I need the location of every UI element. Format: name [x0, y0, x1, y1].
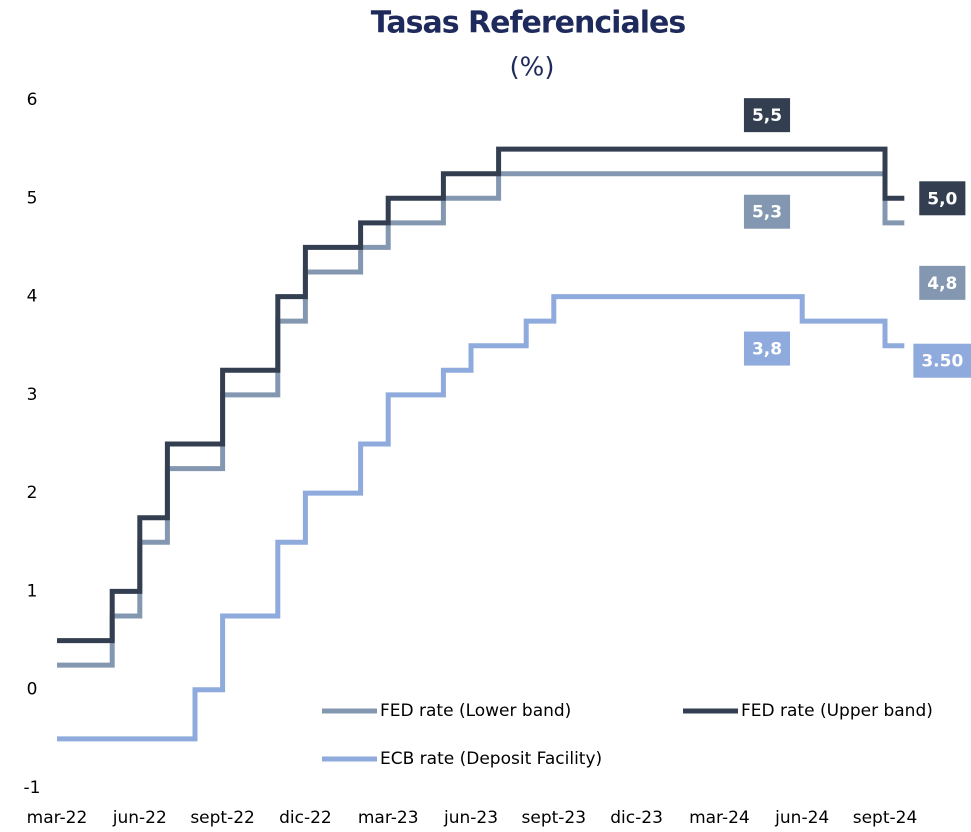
series-line [57, 171, 905, 668]
x-tick-label: jun-23 [443, 808, 498, 828]
data-label: 3.50 [913, 343, 971, 378]
x-tick-label: dic-22 [279, 808, 332, 828]
data-label-text: 3,8 [752, 340, 782, 360]
chart-subtitle: (%) [510, 53, 555, 83]
x-tick-label: jun-22 [112, 808, 167, 828]
x-tick-label: sept-23 [522, 808, 587, 828]
y-tick-label: 6 [27, 90, 38, 110]
chart-title: Tasas Referenciales [371, 6, 686, 41]
data-label-box [743, 331, 791, 366]
data-label: 5,3 [743, 194, 791, 229]
x-tick-label: mar-23 [358, 808, 419, 828]
x-tick-label: sept-22 [190, 808, 255, 828]
data-label: 5,5 [743, 98, 791, 133]
legend-label: FED rate (Lower band) [380, 701, 571, 721]
data-label-box [919, 181, 966, 216]
y-tick-label: -1 [24, 778, 41, 798]
data-label: 4,8 [919, 265, 966, 300]
x-tick-label: dic-23 [610, 808, 663, 828]
data-label-box [743, 98, 791, 133]
y-tick-label: 3 [27, 385, 38, 405]
series-line [57, 146, 905, 644]
y-tick-label: 1 [27, 581, 38, 601]
legend-label: FED rate (Upper band) [741, 701, 933, 721]
data-label-text: 4,8 [927, 274, 957, 294]
data-label-text: 5,5 [752, 106, 782, 126]
y-tick-label: 4 [27, 287, 38, 307]
series-line [57, 294, 905, 742]
data-label-box [919, 265, 966, 300]
legend-label: ECB rate (Deposit Facility) [380, 749, 602, 769]
x-tick-label: jun-24 [774, 808, 829, 828]
data-label-text: 5,3 [752, 203, 782, 223]
data-label: 5,0 [919, 181, 966, 216]
data-label-box [743, 194, 791, 229]
x-tick-label: sept-24 [853, 808, 918, 828]
x-tick-label: mar-24 [689, 808, 750, 828]
data-label-text: 3.50 [921, 352, 963, 372]
y-tick-label: 2 [27, 483, 38, 503]
y-tick-label: 5 [27, 188, 38, 208]
data-label-box [913, 343, 971, 378]
data-label-text: 5,0 [927, 189, 957, 209]
y-tick-label: 0 [27, 680, 38, 700]
x-tick-label: mar-22 [27, 808, 88, 828]
data-label: 3,8 [743, 331, 791, 366]
